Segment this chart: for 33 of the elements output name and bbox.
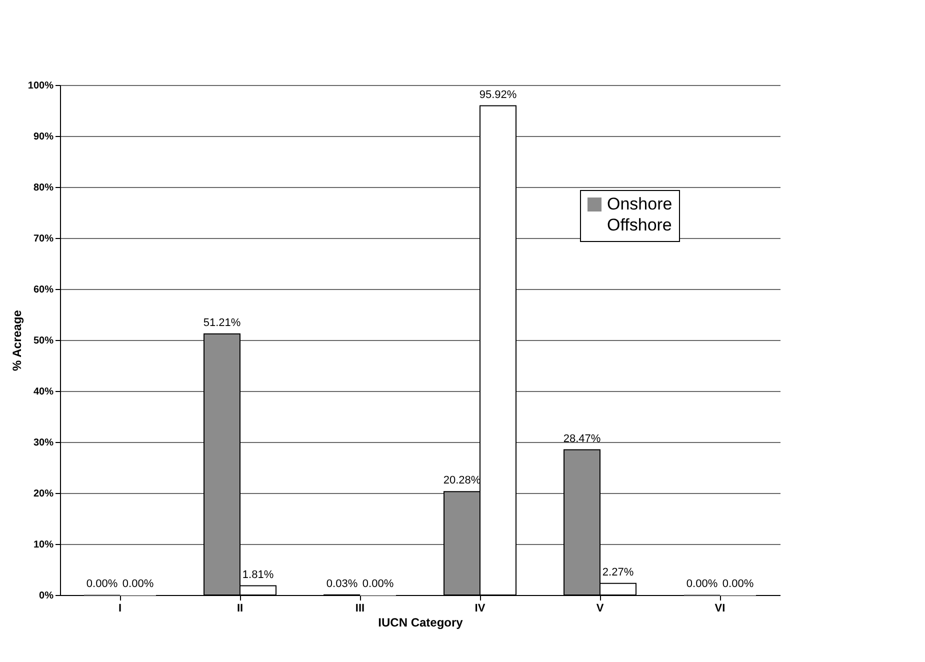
data-label: 0.03% [326, 578, 358, 590]
data-label: 0.00% [686, 578, 718, 590]
x-axis-title: IUCN Category [378, 616, 464, 630]
y-tick-label: 60% [33, 284, 54, 296]
y-tick-label: 10% [33, 540, 54, 550]
y-tick-label: 80% [33, 182, 54, 194]
x-tick-label: V [596, 602, 604, 614]
data-label: 0.00% [86, 578, 118, 590]
data-label: 1.81% [242, 568, 274, 581]
y-tick-label: 90% [33, 132, 54, 142]
x-tick-label: VI [714, 602, 726, 614]
y-tick-label: 0% [39, 590, 54, 602]
data-label: 95.92% [479, 88, 517, 101]
data-label: 51.21% [203, 316, 241, 329]
y-tick-label: 30% [33, 438, 54, 448]
y-tick-label: 50% [33, 336, 54, 346]
text: Offshore [607, 216, 672, 234]
legend-label: Onshore [607, 194, 672, 214]
y-tick-label: 40% [33, 386, 54, 398]
y-axis-title: % Acreage [10, 310, 24, 371]
data-label: 0.00% [122, 578, 154, 590]
x-tick-label: IV [474, 602, 486, 614]
data-label: 0.00% [722, 578, 754, 590]
data-label: 28.47% [563, 432, 601, 445]
x-tick-label: III [355, 602, 365, 614]
data-label: 20.28% [443, 474, 481, 487]
x-tick-label: I [118, 602, 122, 614]
data-label: 2.27% [602, 566, 634, 578]
y-tick-label: 70% [33, 234, 54, 244]
y-tick-label: 100% [28, 80, 54, 92]
y-tick-label: 20% [33, 488, 54, 500]
data-label: 0.00% [362, 578, 394, 590]
x-tick-label: II [236, 602, 244, 614]
